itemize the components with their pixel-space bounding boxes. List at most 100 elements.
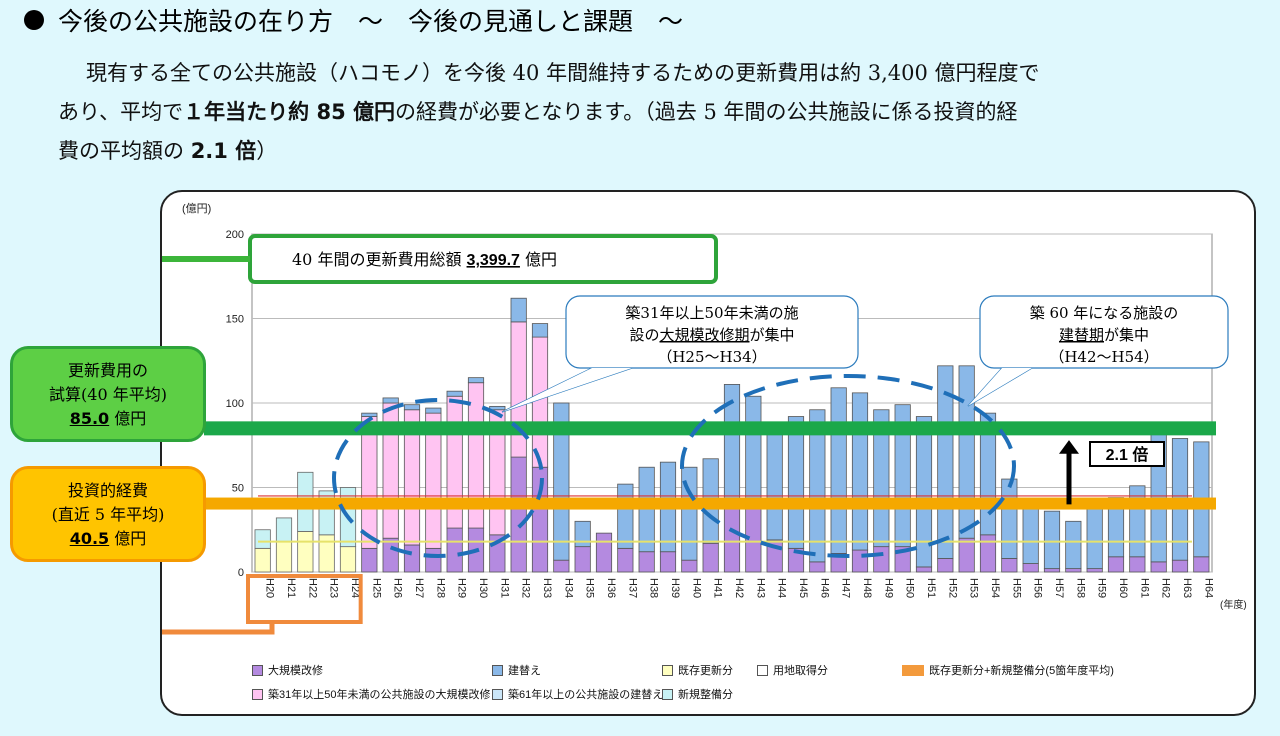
bar-segment	[425, 547, 442, 573]
x-tick-label: H53	[968, 578, 980, 598]
bar-segment	[1150, 561, 1167, 573]
legend-item: 大規模改修	[252, 662, 323, 678]
bar-segment-past	[275, 517, 293, 542]
svg-text:設の大規模改修期が集中: 設の大規模改修期が集中	[629, 326, 794, 344]
bar-segment-past	[254, 547, 271, 573]
bar-segment	[1001, 558, 1018, 573]
bar-segment	[745, 395, 762, 509]
bar-segment	[553, 559, 570, 573]
bar-segment	[1022, 563, 1039, 573]
ratio-badge-label: 2.1 倍	[1106, 445, 1149, 464]
past-years-box	[246, 574, 363, 624]
x-tick-label: H50	[904, 578, 916, 598]
y-tick-label: 0	[238, 567, 244, 579]
x-tick-label: H41	[712, 578, 724, 598]
svg-text:（H42～H54）: （H42～H54）	[1049, 348, 1158, 366]
legend-label: 築31年以上50年未満の公共施設の大規模改修	[268, 689, 491, 701]
x-tick-label: H51	[925, 578, 937, 598]
x-tick-label: H60	[1117, 578, 1129, 598]
svg-text:40 年間の更新費用総額 3,399.7 億円: 40 年間の更新費用総額 3,399.7 億円	[292, 250, 557, 269]
bar-segment	[1193, 556, 1210, 573]
legend-swatch	[252, 688, 263, 700]
bar-segment	[873, 409, 890, 548]
x-tick-label: H34	[562, 578, 574, 598]
bar-segment	[361, 416, 378, 549]
x-tick-label: H31	[498, 578, 510, 598]
x-tick-label: H37	[626, 578, 638, 598]
renewal-average-line	[204, 421, 1216, 436]
bar-segment	[894, 404, 911, 548]
bar-segment	[1086, 505, 1103, 570]
bar-segment	[361, 412, 378, 417]
bar-segment	[1065, 568, 1082, 573]
x-tick-label: H44	[776, 578, 788, 598]
legend-label: 用地取得分	[773, 665, 828, 677]
y-axis-label: (億円)	[182, 202, 211, 215]
legend-label: 既存更新分+新規整備分(5箇年度平均)	[929, 665, 1114, 677]
bar-segment	[1065, 520, 1082, 570]
bar-segment	[1107, 556, 1125, 573]
y-tick-label: 100	[226, 398, 244, 410]
bar-segment	[446, 390, 463, 397]
x-tick-label: H36	[605, 578, 617, 598]
bar-segment	[510, 456, 527, 573]
intro-line-2: あり、平均で１年当たり約 85 億円の経費が必要となります。（過去 5 年間の公…	[58, 100, 1018, 124]
bar-segment	[809, 561, 826, 573]
bar-segment	[766, 424, 783, 541]
bar-segment	[1043, 568, 1061, 573]
bar-segment	[361, 547, 378, 573]
y-tick-label: 200	[226, 229, 244, 241]
x-tick-label: H40	[690, 578, 702, 598]
renewal-cost-chart: 0 50 100 150 200 (億円) (年度) H20 H21 H22 H23 H24 H25 H2…	[162, 202, 1247, 635]
bar-segment	[659, 551, 677, 573]
x-tick-label: H32	[520, 578, 532, 598]
bar-segment	[574, 520, 591, 548]
bar-segment	[937, 558, 954, 573]
y-tick-label: 50	[232, 483, 244, 495]
annual-cost-highlight: １年当たり約 85 億円	[183, 100, 396, 124]
x-tick-label: H30	[477, 578, 489, 598]
bar-segment	[851, 549, 869, 573]
bar-segment-past	[339, 546, 357, 573]
renewal-estimate-box: 更新費用の 試算(40 年平均) 85.0 億円	[10, 346, 206, 442]
ratio-badge	[1089, 441, 1165, 467]
chart-panel: 0 50 100 150 200 (億円) (年度) H20 H21 H22 H23 H24 H25 H2…	[160, 190, 1256, 716]
intro-line-1: 現有する全ての公共施設（ハコモノ）を今後 40 年間維持するための更新費用は約 …	[86, 61, 1040, 85]
bar-segment-past	[318, 534, 335, 573]
bar-segment	[382, 537, 399, 573]
bar-segment	[702, 542, 719, 573]
legend-swatch	[662, 664, 673, 676]
legend-swatch	[662, 688, 673, 700]
x-tick-label: H28	[434, 578, 446, 598]
legend-label: 大規模改修	[268, 665, 323, 677]
legend-item: 建替え	[492, 662, 541, 678]
bar-segment	[403, 404, 421, 411]
legend-item: 既存更新分+新規整備分(5箇年度平均)	[902, 662, 1114, 678]
bar-segment	[553, 402, 570, 561]
x-tick-label: H58	[1074, 578, 1086, 598]
bar-segment	[510, 297, 527, 323]
x-tick-label: H20	[264, 578, 276, 598]
x-tick-label: H56	[1032, 578, 1044, 598]
x-tick-label: H62	[1160, 578, 1172, 598]
bar-segment	[617, 483, 634, 549]
x-tick-label: H52	[946, 578, 958, 598]
bar-segment-past	[297, 531, 314, 573]
legend-label: 建替え	[508, 665, 541, 677]
bar-segment	[638, 551, 655, 573]
x-tick-label: H42	[733, 578, 745, 598]
x-tick-label: H21	[285, 578, 297, 598]
x-tick-label: H39	[669, 578, 681, 598]
bar-segment	[1043, 510, 1061, 570]
bar-segment	[937, 365, 954, 559]
bar-segment	[1022, 500, 1039, 564]
legend-item: 既存更新分	[662, 662, 733, 678]
svg-text:（H25～H34）: （H25～H34）	[657, 348, 766, 366]
x-tick-label: H27	[413, 578, 425, 598]
x-tick-label: H48	[861, 578, 873, 598]
bar-segment	[595, 532, 613, 573]
x-tick-label: H35	[584, 578, 596, 598]
bar-segment-past	[275, 541, 293, 573]
x-tick-label: H45	[797, 578, 809, 598]
